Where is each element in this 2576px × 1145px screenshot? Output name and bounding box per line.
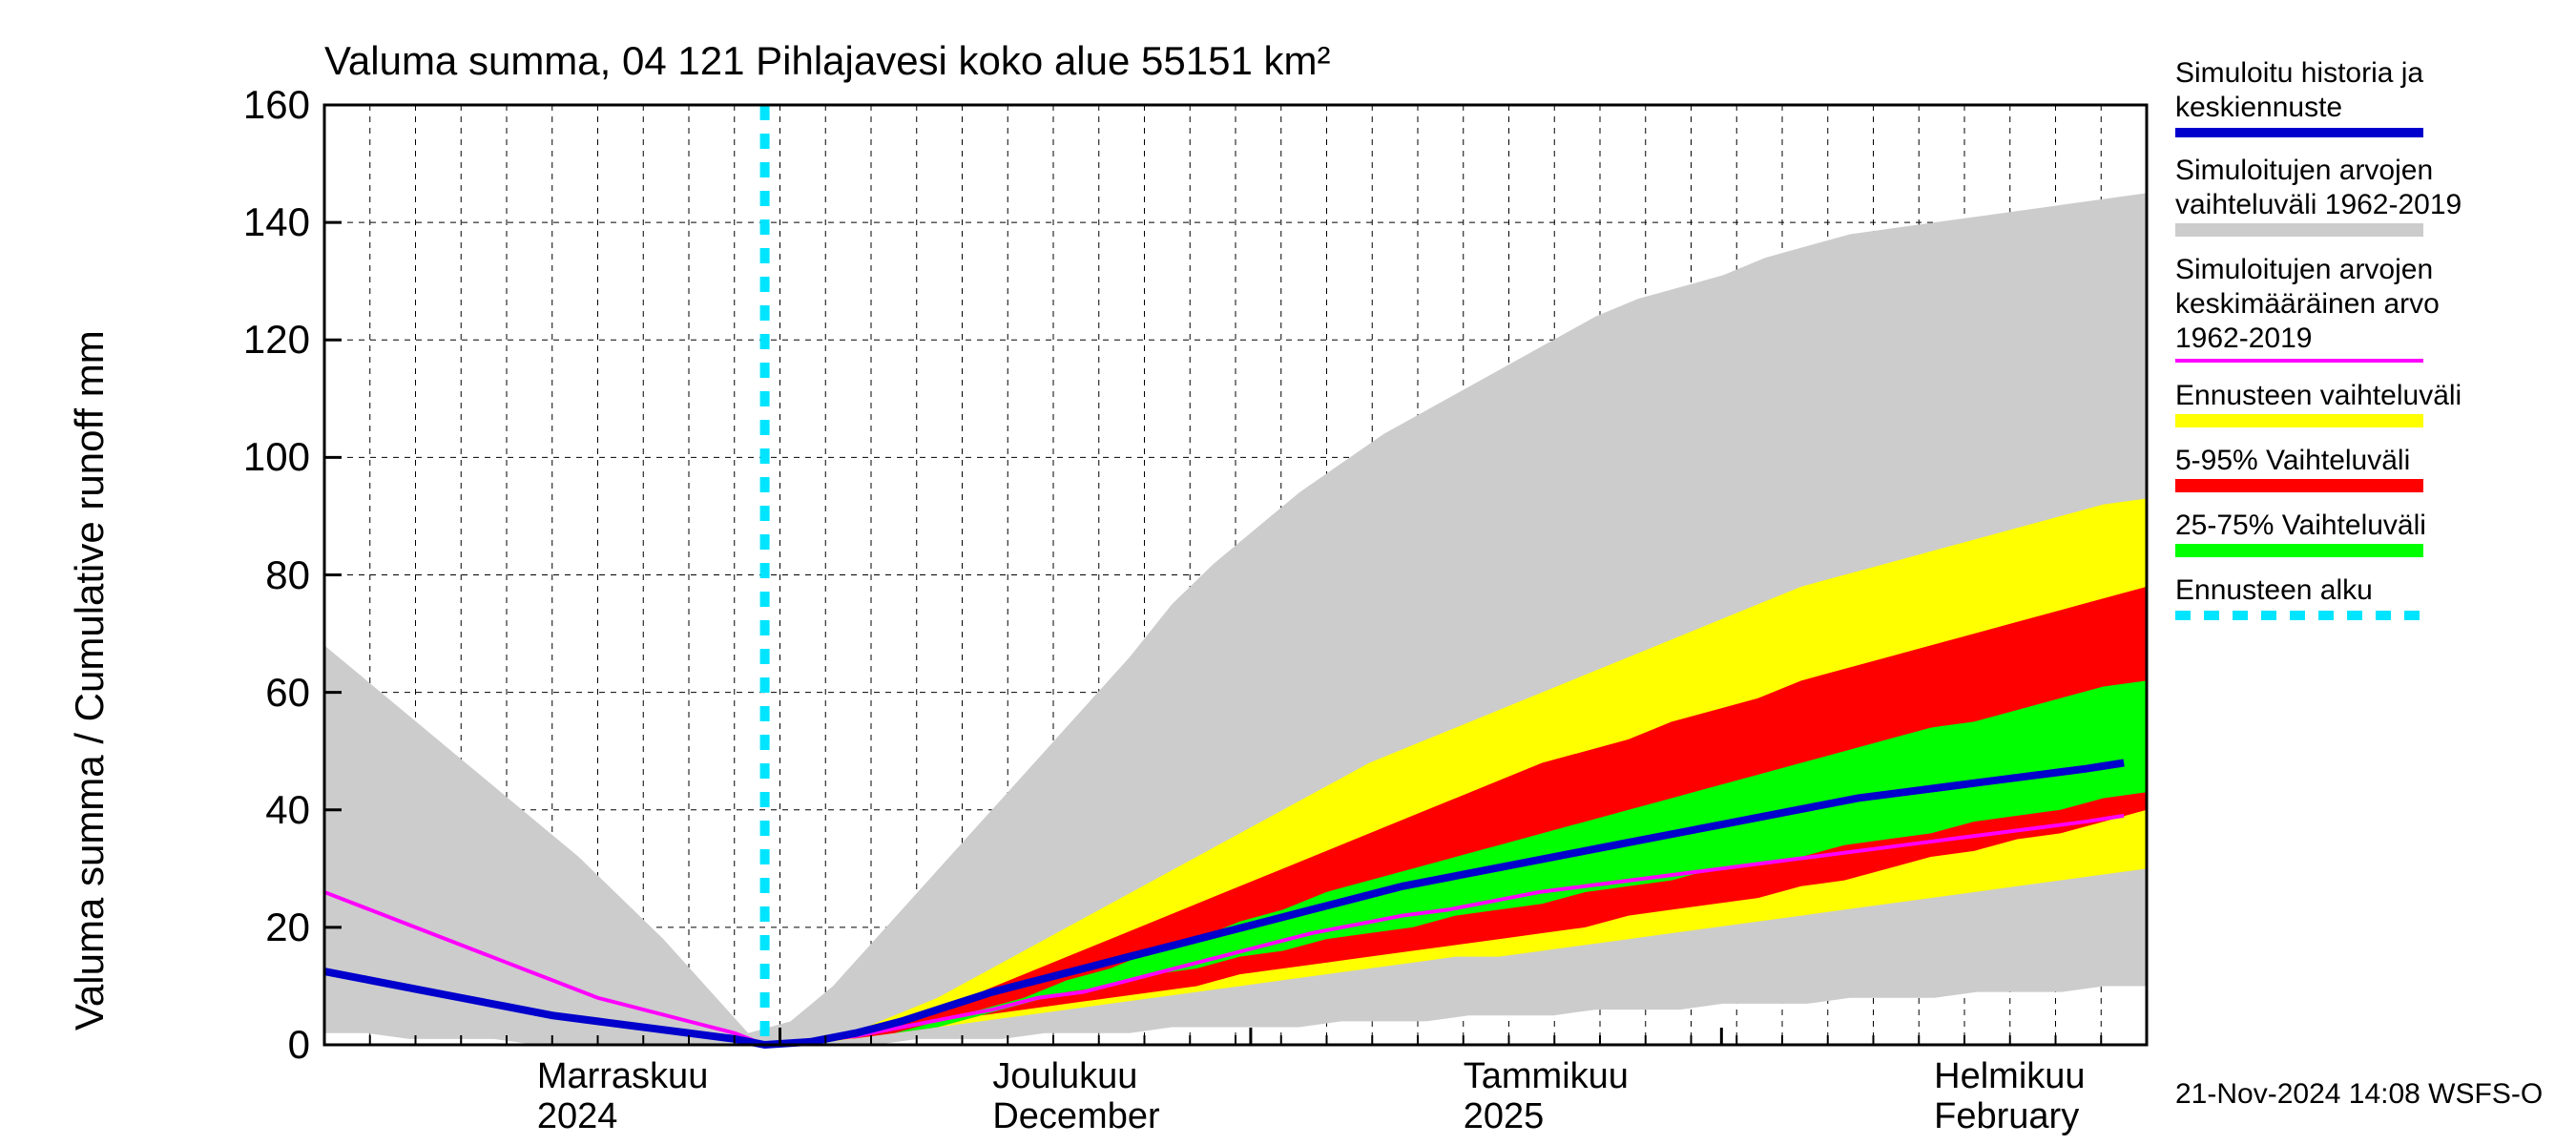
legend-label: 5-95% Vaihteluväli [2175,445,2462,477]
plot-area [320,100,2151,1054]
y-tick: 40 [219,787,310,833]
legend-label: Ennusteen alku [2175,574,2462,607]
legend-swatch [2175,544,2423,557]
y-tick: 160 [219,82,310,128]
legend-label: Ennusteen vaihteluväli [2175,380,2462,412]
legend-label: Simuloitu historia ja [2175,57,2462,90]
legend-swatch [2175,359,2423,363]
chart-title: Valuma summa, 04 121 Pihlajavesi koko al… [324,38,1330,84]
y-tick: 120 [219,317,310,363]
legend-swatch [2175,479,2423,492]
x-month-label: Tammikuu [1464,1056,1629,1097]
y-tick: 20 [219,905,310,950]
y-tick: 60 [219,670,310,716]
y-tick: 140 [219,199,310,245]
y-tick: 0 [219,1022,310,1068]
x-year-label: 2025 [1464,1096,1545,1137]
legend-label: 25-75% Vaihteluväli [2175,510,2462,542]
footer-timestamp: 21-Nov-2024 14:08 WSFS-O [2175,1078,2543,1111]
x-year-label: December [992,1096,1159,1137]
legend-label: 1962-2019 [2175,323,2462,355]
chart-container: Valuma summa, 04 121 Pihlajavesi koko al… [0,0,2576,1145]
legend-swatch [2175,611,2423,620]
x-year-label: February [1934,1096,2079,1137]
x-year-label: 2024 [537,1096,618,1137]
legend-swatch [2175,223,2423,237]
y-axis-label: Valuma summa / Cumulative runoff mm [67,330,113,1030]
legend-label: vaihteluväli 1962-2019 [2175,189,2462,221]
x-month-label: Marraskuu [537,1056,709,1097]
x-month-label: Joulukuu [992,1056,1137,1097]
legend: Simuloitu historia jakeskiennuste Simuloi… [2175,57,2462,637]
legend-label: Simuloitujen arvojen [2175,155,2462,187]
legend-swatch [2175,414,2423,427]
y-tick: 80 [219,552,310,598]
legend-swatch [2175,128,2423,137]
y-tick: 100 [219,434,310,480]
legend-label: keskiennuste [2175,92,2462,124]
legend-label: keskimääräinen arvo [2175,288,2462,321]
x-month-label: Helmikuu [1934,1056,2085,1097]
legend-label: Simuloitujen arvojen [2175,254,2462,286]
